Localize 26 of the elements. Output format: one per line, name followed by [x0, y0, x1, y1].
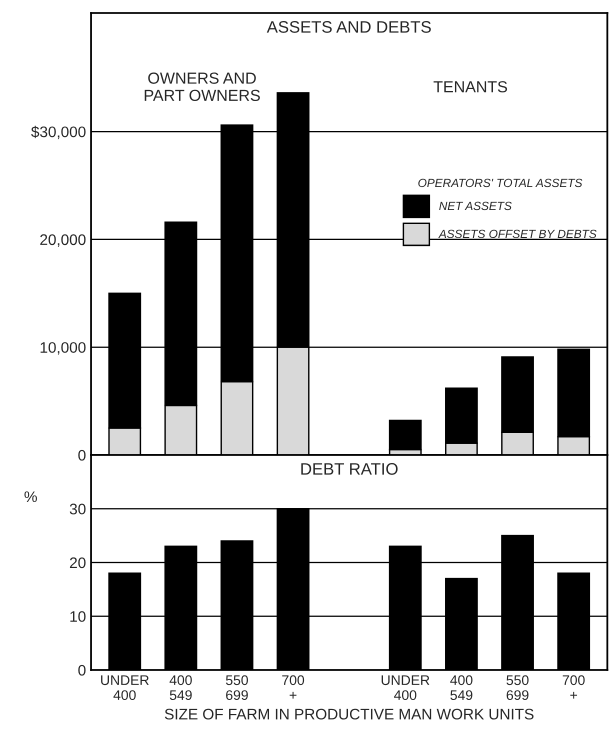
- x-tick-label: 550 699: [506, 675, 529, 700]
- x-tick-label: 400 549: [450, 675, 472, 700]
- x-tick-label: UNDER 400: [382, 675, 430, 700]
- legend-label: NET ASSETS: [439, 202, 512, 210]
- x-tick-label: 700 +: [562, 675, 585, 699]
- y-axis-title: %: [24, 491, 37, 502]
- annotation: TENANTS: [434, 81, 508, 92]
- y-tick-label: 20: [70, 557, 86, 568]
- x-tick-label: UNDER 400: [101, 675, 149, 700]
- chart-title: DEBT RATIO: [301, 463, 398, 475]
- legend-title: OPERATORS' TOTAL ASSETS: [418, 178, 582, 188]
- x-axis-title: SIZE OF FARM IN PRODUCTIVE MAN WORK UNITS: [164, 708, 534, 720]
- chart-title: ASSETS AND DEBTS: [266, 21, 431, 33]
- x-tick-label: 700 +: [282, 675, 304, 699]
- y-tick-label: 20,000: [40, 234, 86, 247]
- y-tick-label: 0: [78, 450, 86, 461]
- y-tick-label: 10: [70, 611, 86, 622]
- y-tick-label: 10,000: [40, 342, 86, 355]
- bar: [388, 420, 422, 450]
- legend-label: ASSETS OFFSET BY DEBTS: [438, 230, 597, 238]
- annotation: OWNERS AND PART OWNERS: [144, 72, 260, 102]
- y-tick-label: 0: [78, 664, 86, 676]
- y-tick-label: $30,000: [31, 126, 86, 140]
- y-tick-label: 30: [70, 504, 86, 514]
- x-tick-label: 400 549: [170, 675, 192, 700]
- x-tick-label: 550 699: [226, 675, 248, 700]
